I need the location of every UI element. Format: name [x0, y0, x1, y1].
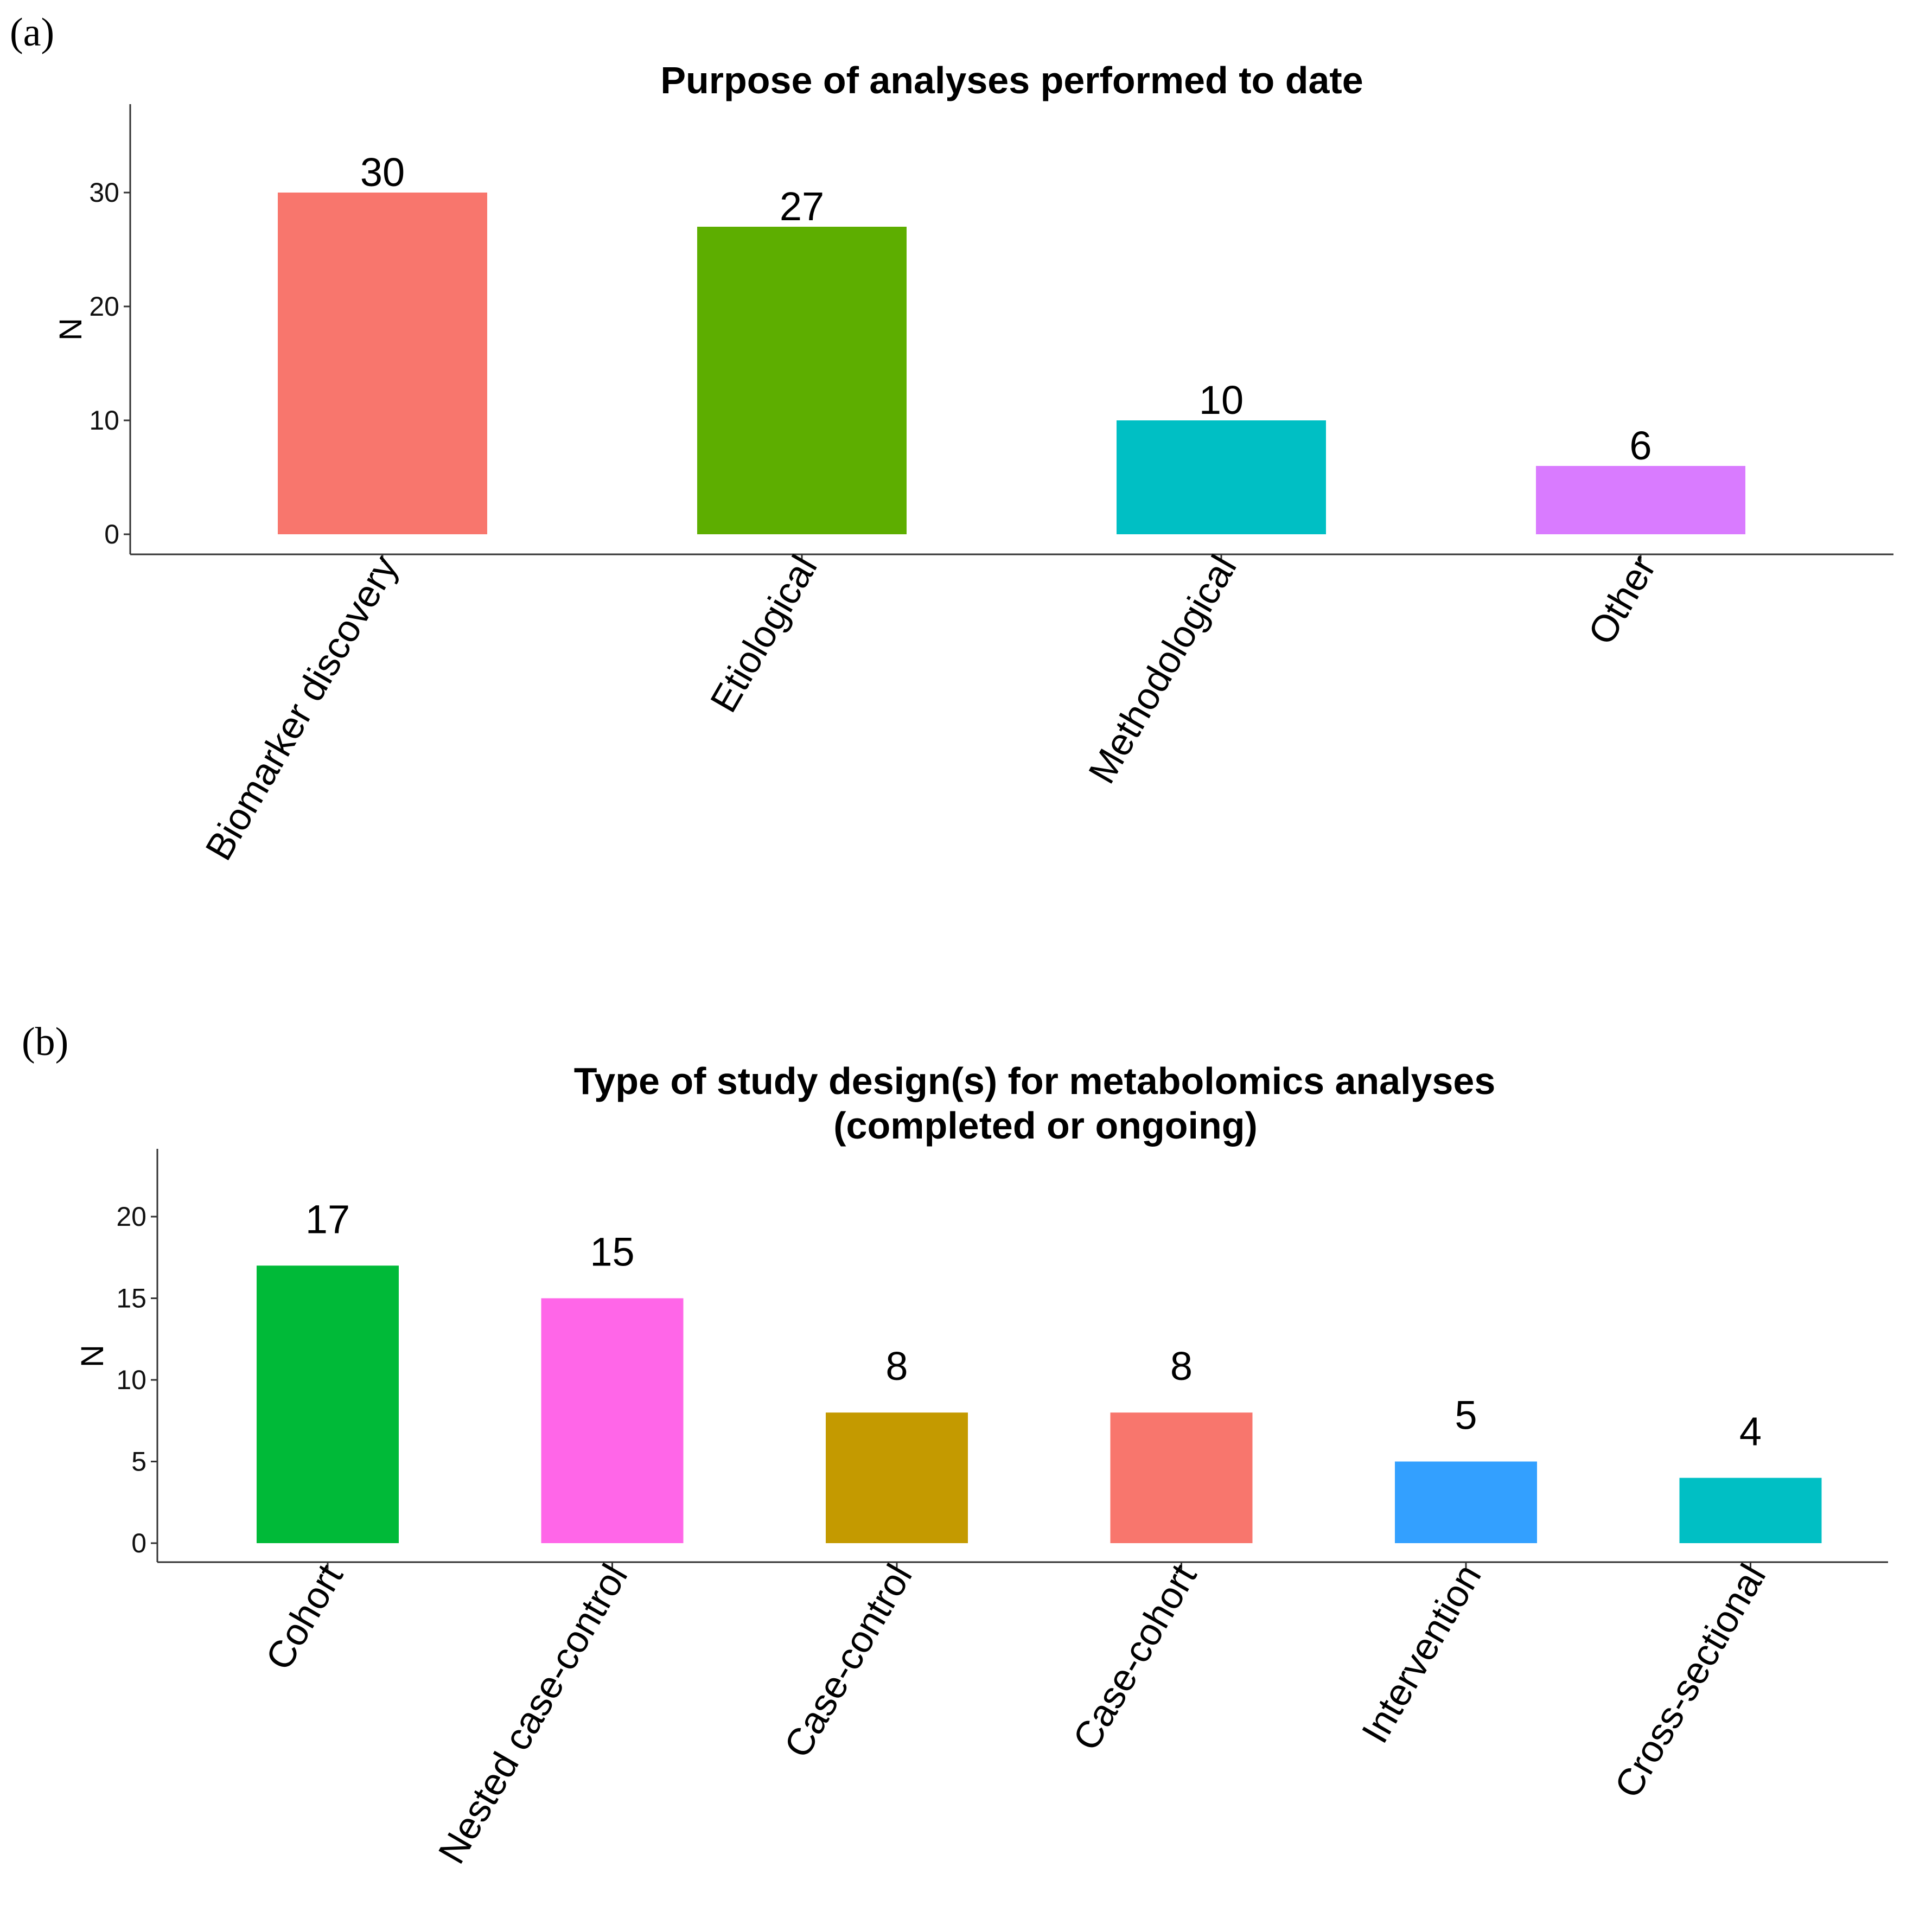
bar-b-nested-case-control: [541, 1298, 684, 1543]
y-tick-label-b-5: 5: [131, 1447, 146, 1477]
y-tick-label-a-0: 0: [104, 519, 119, 549]
x-tick-label-b-case-cohort: Case-cohort: [1064, 1557, 1204, 1757]
x-ticks-a: Biomarker discovery Etiological Methodolog…: [197, 548, 1664, 867]
panel-label-a: (a): [10, 10, 54, 55]
data-label-b-intervention: 5: [1455, 1393, 1477, 1438]
x-tick-label-b-intervention: Intervention: [1354, 1557, 1489, 1750]
bars-a: [278, 193, 1745, 534]
data-label-b-cohort: 17: [305, 1197, 350, 1242]
chart-a: (a) Purpose of analyses performed to dat…: [10, 10, 1893, 867]
chart-title-b-line2: (completed or ongoing): [833, 1104, 1258, 1147]
bar-b-cohort: [257, 1265, 399, 1543]
data-labels-b: 17 15 8 8 5 4: [305, 1197, 1762, 1454]
y-axis-title-a: N: [53, 318, 88, 341]
y-tick-label-a-30: 30: [89, 177, 119, 208]
x-tick-label-b-cohort: Cohort: [257, 1557, 351, 1677]
bar-b-case-cohort: [1110, 1412, 1253, 1543]
bar-b-case-control: [826, 1412, 968, 1543]
y-ticks-a: 0 10 20 30: [89, 177, 130, 549]
x-ticks-b: Cohort Nested case-control Case-control Cas…: [257, 1557, 1774, 1871]
data-label-b-nested-case-control: 15: [590, 1230, 634, 1275]
y-tick-label-b-0: 0: [131, 1528, 146, 1558]
data-label-a-etiological: 27: [780, 184, 824, 229]
panel-label-b: (b): [22, 1020, 68, 1064]
data-label-b-case-cohort: 8: [1170, 1344, 1193, 1389]
chart-title-a: Purpose of analyses performed to date: [660, 59, 1363, 101]
bar-a-biomarker-discovery: [278, 193, 487, 534]
x-tick-label-b-case-control: Case-control: [776, 1557, 920, 1765]
bar-b-cross-sectional: [1679, 1478, 1822, 1543]
y-ticks-b: 0 5 10 15 20: [116, 1201, 157, 1558]
chart-b: (b) Type of study design(s) for metabolo…: [22, 1020, 1888, 1871]
x-tick-label-a-methodological: Methodological: [1080, 548, 1245, 791]
data-label-a-biomarker-discovery: 30: [360, 150, 405, 195]
bar-a-methodological: [1117, 420, 1326, 534]
y-axis-title-b: N: [75, 1345, 110, 1367]
chart-title-b-line1: Type of study design(s) for metabolomics…: [574, 1060, 1496, 1102]
data-labels-a: 30 27 10 6: [360, 150, 1652, 468]
x-tick-label-a-other: Other: [1580, 548, 1664, 652]
x-tick-label-b-cross-sectional: Cross-sectional: [1606, 1557, 1774, 1805]
x-tick-label-b-nested-case-control: Nested case-control: [430, 1557, 636, 1871]
x-tick-label-a-biomarker-discovery: Biomarker discovery: [197, 548, 406, 867]
y-tick-label-b-10: 10: [116, 1365, 146, 1395]
x-tick-label-a-etiological: Etiological: [702, 548, 825, 719]
data-label-b-case-control: 8: [885, 1344, 908, 1389]
data-label-a-other: 6: [1629, 423, 1652, 468]
bar-a-other: [1536, 466, 1745, 534]
data-label-a-methodological: 10: [1199, 378, 1244, 423]
y-tick-label-a-10: 10: [89, 405, 119, 436]
bar-a-etiological: [697, 227, 907, 534]
y-tick-label-b-20: 20: [116, 1201, 146, 1232]
data-label-b-cross-sectional: 4: [1739, 1409, 1762, 1454]
y-tick-label-b-15: 15: [116, 1283, 146, 1314]
bars-b: [257, 1265, 1822, 1543]
y-tick-label-a-20: 20: [89, 291, 119, 322]
bar-b-intervention: [1395, 1461, 1537, 1543]
